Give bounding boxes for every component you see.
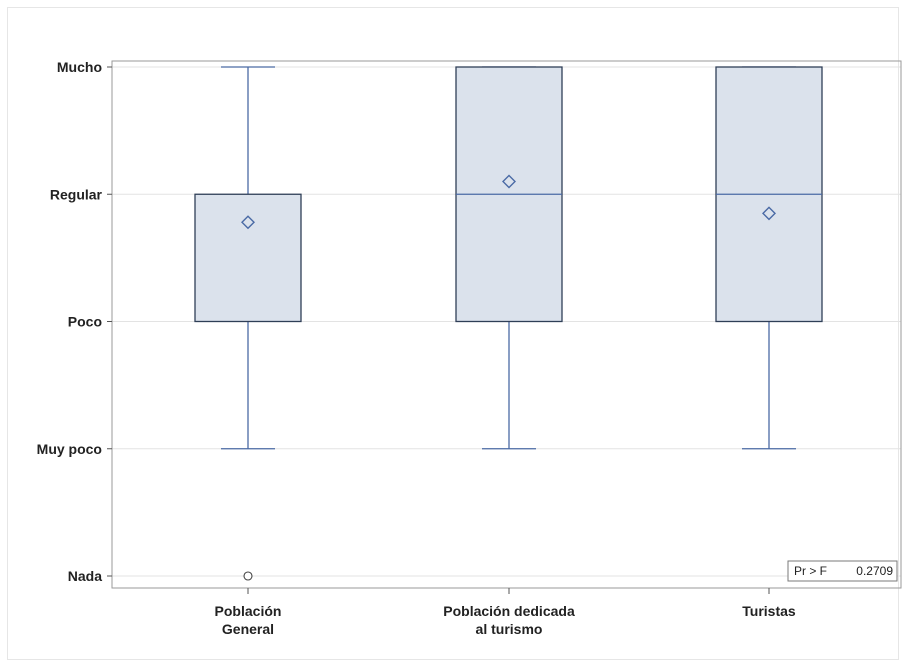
mean-marker [762,206,776,221]
x-tick-label: General [222,621,274,637]
x-tick-label: Población [215,603,282,619]
mean-marker [241,215,255,230]
y-tick-label: Muy poco [37,441,102,457]
plot-area [111,60,902,589]
p-value-inset-box [787,560,898,582]
p-value-label: Pr > F [794,564,827,578]
box-group [455,66,563,450]
y-tick-label: Regular [50,186,103,202]
y-tick-label: Poco [68,314,102,330]
box-group [194,66,302,581]
x-tick-label: al turismo [476,621,543,637]
chart-frame [7,7,899,660]
x-tick-label: Turistas [742,603,796,619]
boxes [194,66,823,581]
iqr-box [194,193,302,323]
y-tick-label: Nada [68,568,102,584]
outlier-point [243,571,253,581]
p-value-inset: Pr > F 0.2709 [787,560,898,582]
box-group [715,66,823,450]
y-tick-label: Mucho [57,59,102,75]
mean-marker [502,174,516,189]
p-value-number: 0.2709 [856,564,893,578]
axes: Nada Muy poco Poco Regular Mucho Población Gen… [37,59,796,637]
x-tick-label: Población dedicada [443,603,575,619]
